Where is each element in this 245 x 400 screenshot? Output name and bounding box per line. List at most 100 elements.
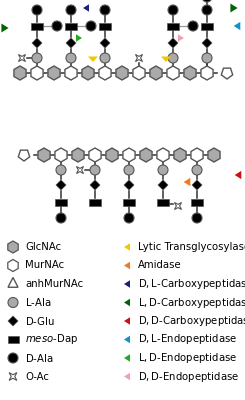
Polygon shape	[133, 66, 145, 80]
Polygon shape	[124, 262, 130, 269]
Polygon shape	[234, 22, 240, 30]
Text: $\mathsf{D,D}$-Endopeptidase: $\mathsf{D,D}$-Endopeptidase	[138, 370, 239, 384]
Circle shape	[32, 5, 42, 15]
Text: GlcNAc: GlcNAc	[25, 242, 61, 252]
Polygon shape	[174, 148, 186, 162]
Bar	[201, 22, 213, 30]
Circle shape	[8, 298, 18, 308]
Bar	[8, 336, 19, 343]
Circle shape	[100, 53, 110, 63]
Text: O-Ac: O-Ac	[25, 372, 49, 382]
Polygon shape	[65, 66, 77, 80]
Polygon shape	[32, 38, 42, 48]
Circle shape	[52, 21, 62, 31]
Circle shape	[66, 5, 76, 15]
Polygon shape	[66, 38, 76, 48]
Circle shape	[158, 165, 168, 175]
Circle shape	[124, 213, 134, 223]
Circle shape	[168, 5, 178, 15]
Circle shape	[8, 353, 18, 363]
Circle shape	[66, 53, 76, 63]
Polygon shape	[202, 38, 212, 48]
Circle shape	[56, 213, 66, 223]
Circle shape	[202, 5, 212, 15]
Bar	[65, 22, 77, 30]
Circle shape	[124, 165, 134, 175]
Text: $\mathsf{D}$-Glu: $\mathsf{D}$-Glu	[25, 315, 55, 327]
Polygon shape	[8, 241, 18, 253]
Text: $\mathsf{D,D}$-Carboxypeptidase: $\mathsf{D,D}$-Carboxypeptidase	[138, 314, 245, 328]
Bar	[191, 198, 203, 206]
Polygon shape	[167, 66, 179, 80]
Bar	[99, 22, 111, 30]
Polygon shape	[192, 180, 202, 190]
Polygon shape	[83, 4, 89, 12]
Circle shape	[32, 53, 42, 63]
Polygon shape	[8, 260, 18, 272]
Polygon shape	[88, 56, 98, 62]
Polygon shape	[124, 180, 134, 190]
Bar	[31, 22, 43, 30]
Polygon shape	[48, 66, 60, 80]
Polygon shape	[18, 54, 25, 62]
Polygon shape	[168, 38, 178, 48]
Polygon shape	[76, 166, 84, 174]
Text: MurNAc: MurNAc	[25, 260, 64, 270]
Polygon shape	[89, 148, 101, 162]
Polygon shape	[38, 148, 50, 162]
Text: Lytic Transglycosylase: Lytic Transglycosylase	[138, 242, 245, 252]
Text: $\mathsf{L,D}$-Endopeptidase: $\mathsf{L,D}$-Endopeptidase	[138, 351, 237, 365]
Polygon shape	[56, 180, 66, 190]
Bar	[89, 198, 101, 206]
Polygon shape	[55, 148, 67, 162]
Text: anhMurNAc: anhMurNAc	[25, 279, 83, 289]
Text: $\mathsf{D}$-Ala: $\mathsf{D}$-Ala	[25, 352, 53, 364]
Polygon shape	[157, 148, 169, 162]
Polygon shape	[124, 354, 130, 362]
Circle shape	[202, 53, 212, 63]
Polygon shape	[82, 66, 94, 80]
Polygon shape	[235, 171, 241, 179]
Text: $\mathsf{L,D}$-Carboxypeptidase: $\mathsf{L,D}$-Carboxypeptidase	[138, 296, 245, 310]
Polygon shape	[174, 202, 182, 210]
Polygon shape	[140, 148, 152, 162]
Polygon shape	[8, 278, 18, 287]
Polygon shape	[191, 148, 203, 162]
Polygon shape	[100, 38, 110, 48]
Bar	[167, 22, 179, 30]
Polygon shape	[72, 148, 84, 162]
Bar	[123, 198, 135, 206]
Text: $\mathsf{D,L}$-Endopeptidase: $\mathsf{D,L}$-Endopeptidase	[138, 332, 237, 346]
Polygon shape	[230, 4, 238, 12]
Polygon shape	[221, 68, 233, 79]
Polygon shape	[184, 178, 190, 186]
Circle shape	[100, 5, 110, 15]
Bar	[55, 198, 67, 206]
Polygon shape	[99, 66, 111, 80]
Polygon shape	[76, 34, 82, 42]
Polygon shape	[1, 24, 9, 32]
Circle shape	[90, 165, 100, 175]
Circle shape	[86, 21, 96, 31]
Text: Amidase: Amidase	[138, 260, 182, 270]
Bar	[157, 198, 169, 206]
Polygon shape	[124, 280, 130, 288]
Polygon shape	[124, 373, 130, 380]
Polygon shape	[201, 66, 213, 80]
Polygon shape	[150, 66, 162, 80]
Circle shape	[202, 0, 212, 2]
Polygon shape	[184, 66, 196, 80]
Polygon shape	[90, 180, 100, 190]
Polygon shape	[18, 150, 30, 161]
Circle shape	[192, 213, 202, 223]
Polygon shape	[124, 336, 130, 343]
Circle shape	[192, 165, 202, 175]
Polygon shape	[161, 56, 171, 62]
Polygon shape	[124, 243, 130, 251]
Polygon shape	[123, 148, 135, 162]
Polygon shape	[31, 66, 43, 80]
Polygon shape	[116, 66, 128, 80]
Polygon shape	[14, 66, 26, 80]
Polygon shape	[208, 148, 220, 162]
Text: $\mathsf{D,L}$-Carboxypeptidase: $\mathsf{D,L}$-Carboxypeptidase	[138, 277, 245, 291]
